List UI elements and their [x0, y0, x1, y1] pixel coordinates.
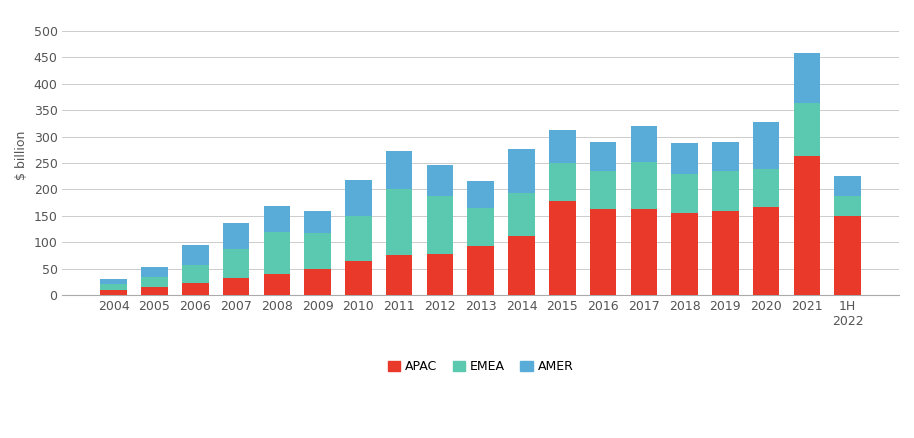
Bar — [467, 181, 494, 208]
Bar — [386, 151, 412, 189]
Bar — [712, 142, 739, 171]
Bar — [753, 207, 780, 295]
Bar — [427, 196, 453, 254]
Bar — [793, 103, 820, 156]
Bar — [182, 283, 208, 295]
Bar — [508, 193, 535, 236]
Bar — [142, 276, 168, 287]
Bar — [101, 284, 127, 290]
Bar — [182, 265, 208, 283]
Bar — [142, 267, 168, 276]
Bar — [427, 165, 453, 196]
Bar — [263, 232, 290, 274]
Bar — [223, 278, 250, 295]
Bar — [793, 53, 820, 103]
Bar — [631, 209, 657, 295]
Bar — [386, 255, 412, 295]
Bar — [101, 279, 127, 284]
Bar — [263, 274, 290, 295]
Legend: APAC, EMEA, AMER: APAC, EMEA, AMER — [383, 355, 579, 378]
Bar — [386, 189, 412, 255]
Bar — [631, 126, 657, 162]
Bar — [712, 211, 739, 295]
Bar — [508, 149, 535, 193]
Bar — [712, 171, 739, 211]
Bar — [304, 211, 331, 233]
Bar — [345, 216, 372, 261]
Bar — [672, 213, 698, 295]
Bar — [834, 196, 861, 216]
Bar — [753, 122, 780, 169]
Bar — [467, 208, 494, 247]
Bar — [182, 245, 208, 265]
Bar — [345, 261, 372, 295]
Bar — [467, 247, 494, 295]
Bar — [834, 176, 861, 196]
Bar — [101, 290, 127, 295]
Bar — [223, 248, 250, 278]
Bar — [834, 216, 861, 295]
Bar — [672, 173, 698, 213]
Bar — [508, 236, 535, 295]
Bar — [304, 268, 331, 295]
Bar — [549, 130, 576, 163]
Bar — [590, 171, 616, 209]
Bar — [590, 142, 616, 171]
Bar — [753, 169, 780, 207]
Y-axis label: $ billion: $ billion — [15, 131, 28, 180]
Bar — [590, 209, 616, 295]
Bar — [793, 156, 820, 295]
Bar — [304, 233, 331, 268]
Bar — [427, 254, 453, 295]
Bar — [345, 180, 372, 216]
Bar — [631, 162, 657, 209]
Bar — [142, 287, 168, 295]
Bar — [672, 143, 698, 173]
Bar — [549, 163, 576, 201]
Bar — [263, 206, 290, 232]
Bar — [549, 201, 576, 295]
Bar — [223, 223, 250, 248]
